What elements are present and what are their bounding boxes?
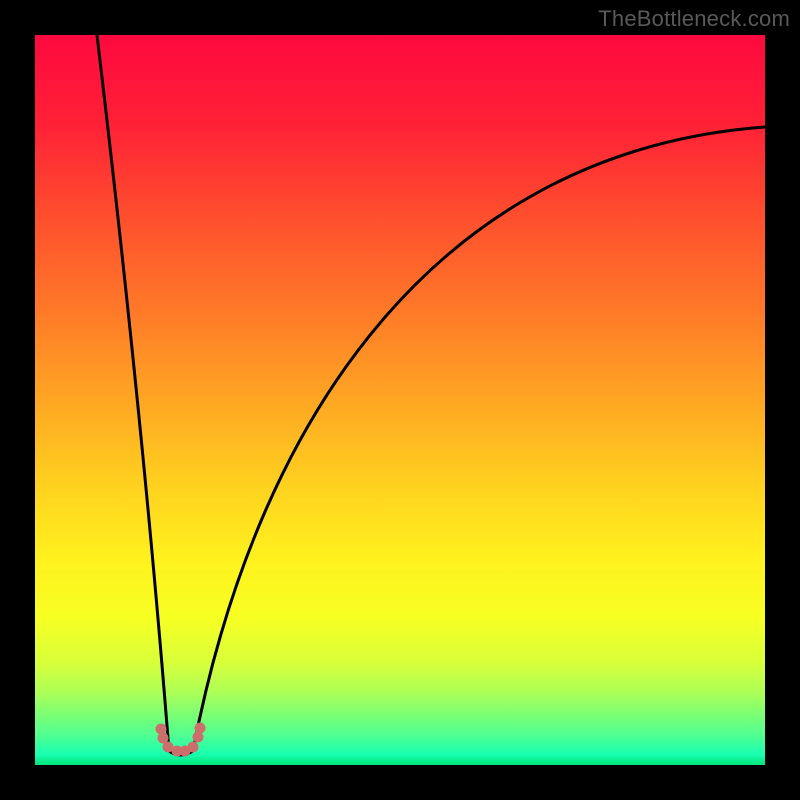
watermark-text: TheBottleneck.com: [598, 6, 790, 32]
bottleneck-curve: [35, 35, 765, 765]
plot-area: [35, 35, 765, 765]
frame-right: [765, 0, 800, 800]
marker-dot: [195, 723, 206, 734]
chart-container: TheBottleneck.com: [0, 0, 800, 800]
frame-bottom: [0, 765, 800, 800]
marker-dot: [188, 742, 199, 753]
frame-left: [0, 0, 35, 800]
